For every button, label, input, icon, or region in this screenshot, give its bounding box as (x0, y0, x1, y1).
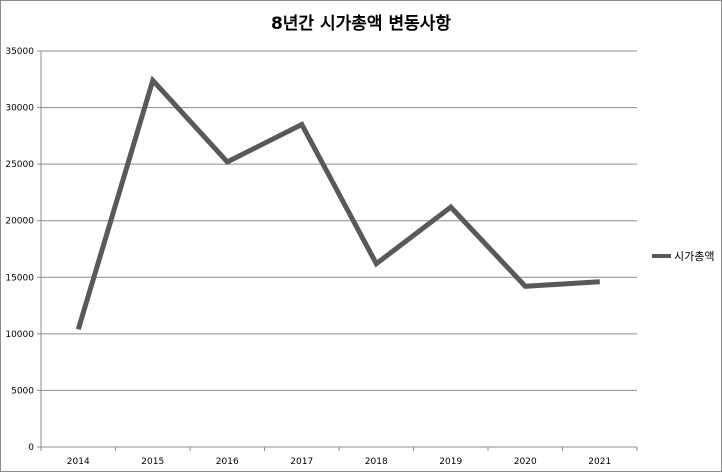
y-tick-label: 20000 (5, 217, 34, 227)
x-tick-label: 2015 (141, 457, 164, 467)
y-tick-label: 0 (28, 443, 34, 453)
legend: 시가총액 (652, 250, 714, 263)
x-tick-label: 2021 (588, 457, 611, 467)
gridlines (41, 50, 637, 391)
y-tick-label: 30000 (5, 104, 34, 114)
x-tick-label: 2020 (514, 457, 537, 467)
x-tick-label: 2014 (67, 457, 90, 467)
x-tick-label: 2018 (365, 457, 388, 467)
x-tick-label: 2016 (216, 457, 239, 467)
axes (37, 50, 638, 451)
chart-title: 8년간 시가총액 변동사항 (271, 13, 451, 34)
y-axis-tick-labels: 0 5000 10000 15000 20000 25000 30000 35000 (5, 47, 34, 453)
y-tick-label: 35000 (5, 47, 34, 57)
y-tick-label: 5000 (11, 386, 34, 396)
legend-entry-label: 시가총액 (674, 250, 714, 263)
y-tick-label: 10000 (5, 330, 34, 340)
series-layer (75, 75, 600, 331)
y-tick-label: 25000 (5, 160, 34, 170)
series-line (75, 75, 600, 331)
y-tick-label: 15000 (5, 273, 34, 283)
x-tick-label: 2019 (439, 457, 462, 467)
x-axis-tick-labels: 2014 2015 2016 2017 2018 2019 2020 2021 (67, 457, 611, 467)
x-tick-label: 2017 (290, 457, 313, 467)
